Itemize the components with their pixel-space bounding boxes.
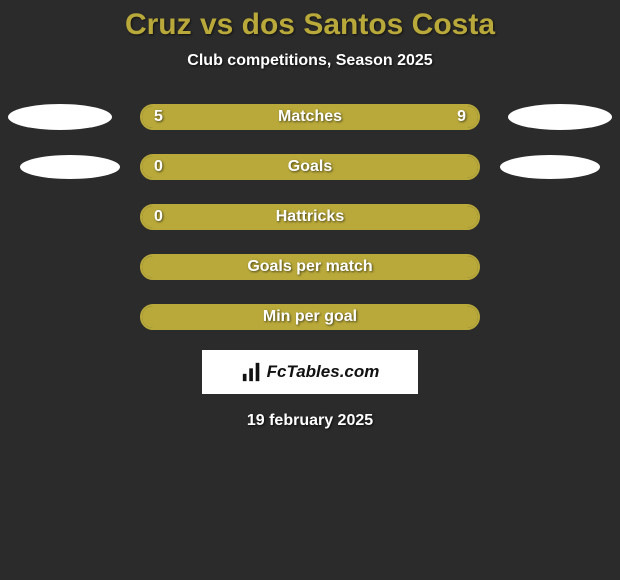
stat-rows: 59Matches 0Goals 0Hattricks Goals per match… <box>0 104 620 330</box>
stat-label: Goals per match <box>142 258 478 276</box>
brand-text: FcTables.com <box>267 362 380 382</box>
stat-bar: Goals per match <box>140 254 480 280</box>
player-badge-left <box>8 104 112 130</box>
stat-bar: 59Matches <box>140 104 480 130</box>
stat-label: Hattricks <box>142 208 478 226</box>
stat-bar: 0Hattricks <box>140 204 480 230</box>
stat-row: Min per goal <box>0 304 620 330</box>
stat-label: Goals <box>142 158 478 176</box>
bars-chart-icon <box>241 361 263 383</box>
player-badge-right <box>508 104 612 130</box>
brand-badge[interactable]: FcTables.com <box>202 350 418 394</box>
page-subtitle: Club competitions, Season 2025 <box>0 52 620 70</box>
player-badge-right <box>500 155 600 179</box>
stat-label: Min per goal <box>142 308 478 326</box>
stat-bar: 0Goals <box>140 154 480 180</box>
stat-label: Matches <box>142 108 478 126</box>
stat-row: Goals per match <box>0 254 620 280</box>
date-label: 19 february 2025 <box>0 412 620 430</box>
comparison-card: Cruz vs dos Santos Costa Club competitio… <box>0 0 620 430</box>
stat-row: 59Matches <box>0 104 620 130</box>
player-badge-left <box>20 155 120 179</box>
stat-row: 0Goals <box>0 154 620 180</box>
page-title: Cruz vs dos Santos Costa <box>0 8 620 42</box>
stat-row: 0Hattricks <box>0 204 620 230</box>
stat-bar: Min per goal <box>140 304 480 330</box>
